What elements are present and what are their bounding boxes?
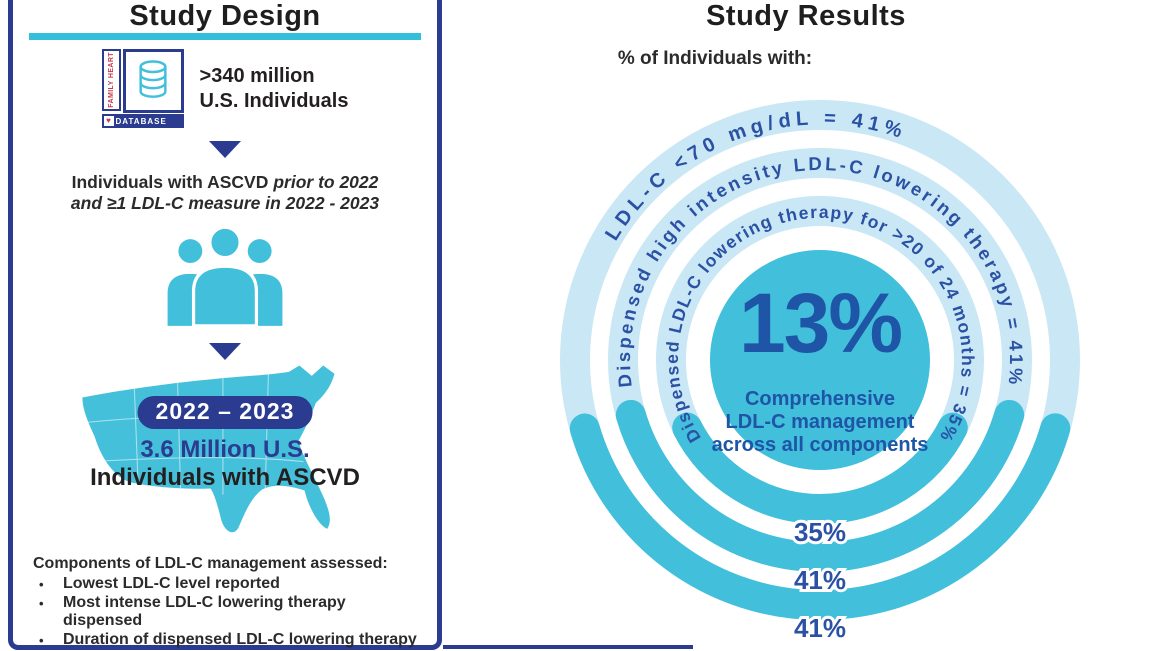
logo-vertical-label: FAMILY HEART — [107, 52, 115, 108]
database-cylinder-box — [122, 49, 184, 113]
list-item: Lowest LDL-C level reported — [33, 575, 423, 594]
down-arrow-icon — [209, 141, 241, 158]
logo-vertical-strip: FAMILY HEART — [101, 49, 121, 111]
study-results-panel: Study Results % of Individuals with: 13%… — [455, 0, 1157, 651]
pct-label-outer: 41% — [794, 613, 846, 643]
us-map-block: 2022 – 2023 3.6 Million U.S. Individuals… — [70, 362, 380, 554]
cohort-description: Individuals with ASCVD prior to 2022 and … — [13, 172, 437, 214]
people-icon — [167, 225, 283, 328]
center-circle — [710, 250, 930, 470]
components-assessed-block: Components of LDL-C management assessed:… — [33, 554, 423, 649]
center-caption-line3: across all components — [712, 434, 929, 456]
logo-database-label: DATABASE — [115, 116, 167, 126]
pct-label-inner: 35% — [794, 517, 846, 547]
concentric-gauge-chart: 13% Comprehensive LDL-C management acros… — [560, 100, 1080, 646]
ring-arc-inner — [656, 196, 984, 524]
people-icon-wrap — [13, 222, 437, 335]
study-results-title: Study Results — [706, 0, 906, 32]
center-value: 13% — [739, 276, 901, 370]
study-design-panel: Study Design FAMILY HEART — [8, 0, 442, 650]
cohort-italic-text-1: prior to 2022 — [273, 172, 379, 192]
cohort-italic-text-2: and ≥1 LDL-C measure in 2022 - 2023 — [70, 193, 380, 213]
ring-arc-middle — [608, 148, 1032, 572]
cohort-size-line1: 3.6 Million U.S. — [140, 436, 310, 463]
components-heading: Components of LDL-C management assessed: — [33, 555, 388, 572]
database-cylinder-icon — [139, 60, 167, 98]
components-list: Lowest LDL-C level reported Most intense… — [33, 575, 423, 649]
results-subtitle: % of Individuals with: — [617, 48, 813, 69]
study-design-title: Study Design — [129, 0, 321, 32]
year-range-badge: 2022 – 2023 — [137, 396, 313, 429]
cohort-plain-text: Individuals with ASCVD — [71, 172, 269, 192]
center-caption-line2: LDL-C management — [726, 411, 915, 433]
figure-bottom-crop-line — [443, 645, 693, 649]
ring-arc-outer — [560, 100, 1080, 620]
population-size-line1: >340 million — [199, 65, 315, 88]
database-callout: FAMILY HEART — [13, 49, 437, 128]
family-heart-database-logo: FAMILY HEART — [101, 49, 184, 128]
center-caption-line1: Comprehensive — [745, 388, 895, 410]
cohort-size-line2: Individuals with ASCVD — [90, 464, 360, 491]
population-size-line2: U.S. Individuals — [199, 89, 349, 112]
logo-database-bar: ♥ DATABASE — [101, 114, 184, 128]
heart-icon: ♥ — [103, 116, 114, 126]
list-item: Most intense LDL-C lowering therapy disp… — [33, 594, 423, 631]
title-underline-bar — [29, 33, 421, 40]
pct-label-middle: 41% — [794, 565, 846, 595]
down-arrow-icon — [209, 343, 241, 360]
population-size-text: >340 million U.S. Individuals — [200, 64, 349, 113]
list-item: Duration of dispensed LDL-C lowering the… — [33, 631, 423, 650]
